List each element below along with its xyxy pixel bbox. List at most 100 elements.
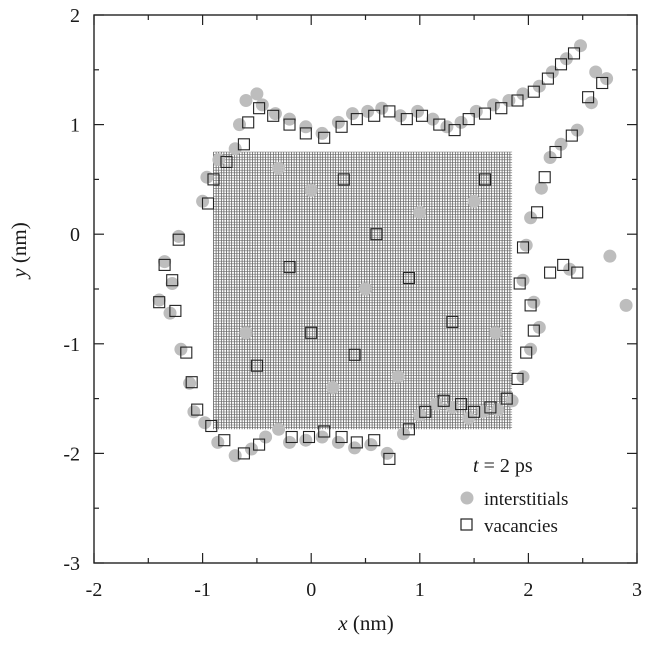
vacancy-point [516, 241, 530, 254]
vacancy-point [468, 405, 481, 418]
vacancy-point [283, 261, 296, 274]
interstitial-point [299, 120, 313, 134]
vacancy-point [335, 430, 348, 444]
vacancy-point [253, 102, 266, 115]
vacancy-point [596, 76, 609, 90]
vacancy-point [557, 258, 570, 271]
vacancy-point [567, 47, 581, 60]
interstitial-point [462, 411, 476, 425]
vacancy-point [520, 346, 533, 359]
plot-frame [93, 14, 638, 564]
vacancy-point [267, 109, 280, 122]
vacancy-point [415, 109, 429, 122]
vacancy-point [201, 197, 215, 210]
interstitial-point [413, 205, 427, 219]
interstitial-point [603, 249, 617, 263]
interstitial-point [233, 118, 246, 132]
interstitial-point [519, 238, 533, 252]
x-tick-label: 2 [523, 579, 533, 601]
interstitial-point [259, 430, 273, 444]
vacancy-point [283, 118, 296, 131]
vacancy-point [513, 277, 526, 290]
x-tick-label: 1 [415, 579, 425, 601]
interstitial-point [239, 326, 253, 340]
interstitial-point [554, 137, 568, 151]
y-tick-label: 0 [70, 224, 80, 246]
interstitial-point [516, 87, 530, 101]
vacancy-point [419, 405, 432, 418]
vacancy-point [455, 398, 468, 411]
interstitial-point [445, 400, 459, 414]
interstitial-point [563, 262, 577, 276]
interstitial-point [239, 94, 253, 107]
vacancy-point [531, 206, 544, 219]
vacancy-point [565, 129, 578, 142]
vacancy-point [348, 348, 361, 361]
interstitial-point [272, 161, 286, 175]
interstitial-point [331, 115, 345, 129]
interstitial-point [476, 405, 490, 419]
vacancy-point [554, 58, 568, 71]
interstitial-point [326, 381, 340, 395]
vacancy-point [318, 425, 331, 438]
interstitial-point [524, 211, 538, 225]
interstitial-point [502, 94, 516, 107]
interstitial-point [489, 326, 503, 340]
vacancy-point [495, 102, 508, 115]
vacancy-point [237, 138, 250, 151]
interstitial-point [268, 107, 282, 121]
interstitial-point [516, 273, 530, 287]
interstitial-point [429, 397, 443, 411]
vacancy-point [158, 258, 171, 271]
interstitial-point [211, 435, 225, 449]
vacancy-point [368, 109, 381, 122]
vacancy-point [446, 315, 459, 328]
legend: interstitials vacancies [452, 484, 610, 542]
vacancy-point [305, 326, 318, 339]
vacancy-point [571, 266, 584, 279]
vacancy-point [191, 403, 204, 416]
vacancy-point [437, 394, 450, 407]
vacancy-point [370, 228, 383, 241]
vacancy-point [337, 173, 350, 186]
vacancy-point [207, 173, 220, 186]
interstitial-point [315, 126, 329, 140]
vacancy-point [544, 266, 557, 279]
interstitial-point [165, 277, 179, 290]
interstitial-point [534, 181, 548, 195]
interstitial-point [228, 449, 242, 463]
vacancy-point [180, 346, 193, 359]
interstitial-point [491, 403, 505, 417]
vacancy-point [302, 430, 316, 444]
x-tick-label: -1 [194, 579, 211, 601]
vacancy-point [350, 113, 363, 126]
vacancy-point [402, 423, 415, 436]
vacancy-point [462, 113, 475, 126]
texture-layer [213, 151, 513, 430]
interstitial-point [426, 112, 440, 126]
legend-background [452, 484, 610, 542]
tick-labels: -2 -1 0 1 2 3 -3 -2 -1 0 1 2 [63, 5, 642, 601]
interstitial-point [524, 342, 538, 356]
vacancy-point [299, 127, 312, 140]
interstitial-point [467, 194, 481, 208]
interstitial-point [391, 370, 405, 384]
vacancy-point [448, 124, 461, 137]
vacancy-point [383, 105, 396, 118]
legend-label-vacancies: vacancies [484, 516, 558, 537]
interstitial-point [212, 153, 226, 167]
interstitial-point [487, 98, 501, 112]
interstitial-point [198, 416, 212, 430]
vacancy-point [153, 296, 166, 309]
interstitial-point [527, 295, 541, 309]
interstitial-point [172, 229, 186, 243]
axis-ticks [93, 14, 638, 564]
vacancy-point [335, 120, 348, 133]
interstitial-point [245, 442, 258, 456]
vacancy-point [242, 116, 255, 129]
interstitial-point [361, 104, 375, 118]
x-tick-label: -2 [86, 579, 103, 601]
vacancy-point [166, 274, 179, 287]
y-tick-label: -2 [63, 443, 80, 465]
